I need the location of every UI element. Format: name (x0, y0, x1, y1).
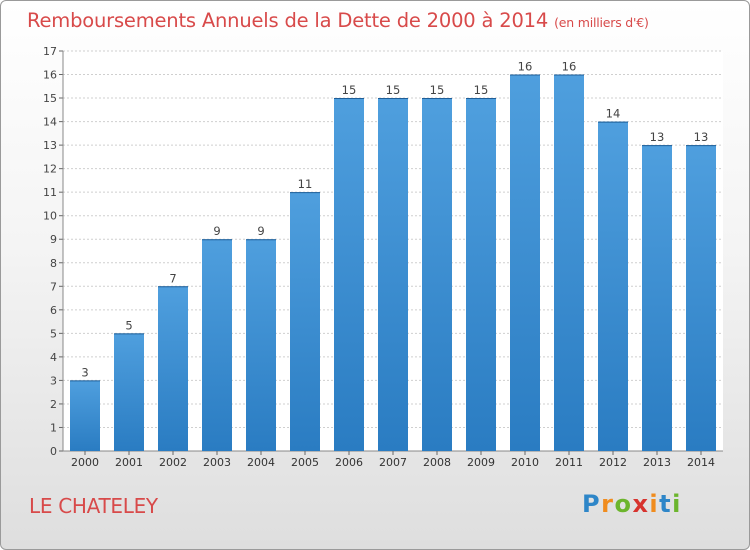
data-label: 16 (562, 60, 577, 74)
logo-letter: P (582, 490, 602, 518)
data-label: 11 (298, 177, 313, 191)
x-tick-label: 2013 (643, 456, 671, 469)
logo-letter: o (614, 490, 633, 518)
data-label: 5 (125, 318, 132, 332)
bar-2013 (642, 145, 672, 451)
data-label: 15 (430, 83, 445, 97)
data-label: 16 (518, 60, 533, 74)
location-name: LE CHATELEY (29, 494, 158, 518)
bar-2005 (290, 192, 320, 452)
y-tick-label: 9 (50, 233, 57, 246)
data-label: 3 (81, 365, 88, 379)
logo-letter: i (649, 490, 660, 518)
x-tick-label: 2003 (203, 456, 231, 469)
bar-2006 (334, 98, 364, 451)
chart-unit: (en milliers d'€) (554, 15, 649, 30)
y-tick-label: 14 (43, 116, 57, 129)
bar-2003 (202, 239, 232, 451)
proxiti-logo: Proxiti (582, 490, 682, 518)
y-tick-label: 2 (50, 398, 57, 411)
bar-2012 (598, 121, 628, 452)
y-tick-label: 17 (43, 45, 57, 58)
x-tick-label: 2007 (379, 456, 407, 469)
y-tick-label: 13 (43, 139, 57, 152)
bar-2014 (686, 145, 716, 451)
y-tick-label: 11 (43, 186, 57, 199)
x-tick-label: 2011 (555, 456, 583, 469)
chart-title: Remboursements Annuels de la Dette de 20… (27, 9, 649, 32)
x-tick-label: 2005 (291, 456, 319, 469)
bar-2009 (466, 98, 496, 451)
data-label: 7 (169, 271, 176, 285)
x-tick-label: 2009 (467, 456, 495, 469)
x-tick-label: 2008 (423, 456, 451, 469)
data-label: 15 (474, 83, 489, 97)
data-label: 15 (386, 83, 401, 97)
bar-2002 (158, 286, 188, 451)
y-tick-label: 12 (43, 163, 57, 176)
y-tick-label: 4 (50, 351, 57, 364)
data-label: 14 (606, 107, 621, 121)
data-label: 13 (694, 130, 709, 144)
y-tick-label: 10 (43, 210, 57, 223)
logo-letter: i (672, 490, 682, 518)
logo-letter: t (659, 490, 673, 518)
bar-2011 (554, 74, 584, 451)
x-tick-label: 2002 (159, 456, 187, 469)
data-label: 13 (650, 130, 665, 144)
logo-letter: x (632, 490, 650, 518)
y-tick-label: 7 (50, 280, 57, 293)
bar-2000 (70, 380, 100, 451)
data-label: 9 (257, 224, 264, 238)
bar-2004 (246, 239, 276, 451)
chart-title-text: Remboursements Annuels de la Dette de 20… (27, 9, 549, 32)
x-tick-label: 2000 (71, 456, 99, 469)
y-tick-label: 1 (50, 421, 57, 434)
y-tick-label: 3 (50, 374, 57, 387)
x-tick-label: 2014 (687, 456, 715, 469)
y-tick-label: 0 (50, 445, 57, 458)
y-tick-label: 5 (50, 327, 57, 340)
data-label: 15 (342, 83, 357, 97)
x-tick-label: 2001 (115, 456, 143, 469)
y-tick-label: 16 (43, 69, 57, 82)
x-tick-label: 2006 (335, 456, 363, 469)
bar-2001 (114, 333, 144, 451)
y-tick-label: 8 (50, 257, 57, 270)
y-tick-label: 6 (50, 304, 57, 317)
bar-2008 (422, 98, 452, 451)
bar-2010 (510, 74, 540, 451)
x-tick-label: 2004 (247, 456, 275, 469)
data-label: 9 (213, 224, 220, 238)
bar-2007 (378, 98, 408, 451)
x-tick-label: 2010 (511, 456, 539, 469)
x-tick-label: 2012 (599, 456, 627, 469)
y-tick-label: 15 (43, 92, 57, 105)
logo-letter: r (601, 490, 615, 518)
